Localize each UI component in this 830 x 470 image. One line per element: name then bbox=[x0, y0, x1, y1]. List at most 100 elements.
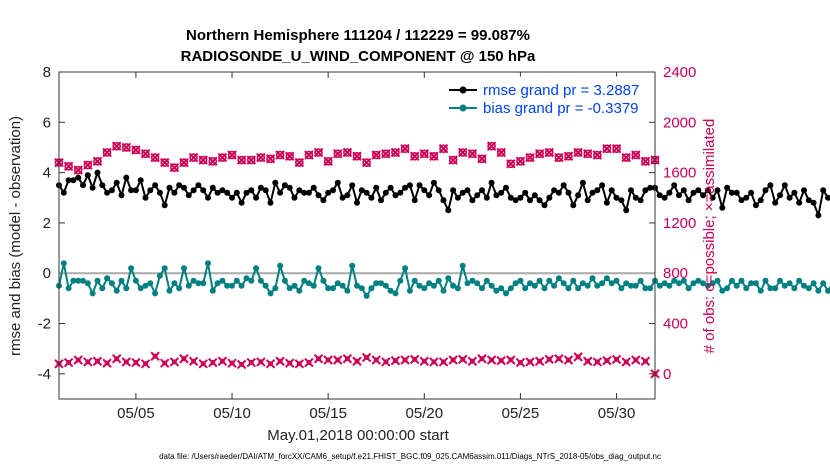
rmse-point bbox=[503, 184, 509, 191]
obs-assimilated-marker bbox=[63, 357, 74, 368]
rmse-point bbox=[137, 177, 144, 184]
rmse-point bbox=[209, 184, 216, 191]
bias-point bbox=[411, 277, 418, 284]
bias-point bbox=[666, 282, 673, 289]
rmse-point bbox=[281, 182, 288, 189]
rmse-point bbox=[132, 187, 139, 194]
rmse-point bbox=[666, 189, 673, 196]
bias-point bbox=[767, 285, 774, 292]
obs-assimilated-marker bbox=[131, 357, 141, 368]
obs-assimilated-marker bbox=[121, 357, 131, 367]
bias-point bbox=[599, 280, 606, 287]
obs-possible-marker bbox=[352, 151, 362, 161]
obs-possible-marker bbox=[563, 151, 574, 161]
bias-point bbox=[680, 277, 687, 284]
obs-possible-marker bbox=[390, 147, 401, 158]
bias-point bbox=[368, 285, 375, 292]
bias-point bbox=[80, 277, 86, 284]
rmse-point bbox=[310, 184, 317, 191]
bias-point bbox=[512, 280, 519, 287]
obs-possible-marker bbox=[285, 151, 295, 161]
obs-possible-marker bbox=[188, 152, 199, 163]
bias-point bbox=[531, 282, 538, 289]
left-y-tick-label: 0 bbox=[43, 265, 51, 282]
obs-assimilated-marker bbox=[544, 354, 554, 365]
bias-point bbox=[579, 280, 586, 287]
left-y-tick-label: -4 bbox=[38, 366, 51, 383]
right-axis-label: # of obs: o=possible; ×=assimilated bbox=[701, 119, 718, 354]
obs-possible-marker bbox=[573, 147, 583, 158]
bias-point bbox=[796, 277, 803, 284]
obs-possible-marker bbox=[217, 152, 228, 163]
bias-point bbox=[810, 280, 817, 287]
rmse-point bbox=[579, 179, 586, 186]
legend-rmse-label: rmse grand pr = 3.2887 bbox=[483, 82, 639, 99]
obs-assimilated-marker bbox=[602, 355, 612, 366]
rmse-point bbox=[637, 197, 644, 204]
bias-point bbox=[474, 280, 481, 287]
rmse-point bbox=[512, 197, 519, 204]
obs-assimilated-marker bbox=[179, 354, 189, 364]
bias-point bbox=[642, 285, 649, 292]
rmse-point bbox=[632, 194, 639, 201]
bias-point bbox=[142, 282, 149, 289]
bias-point bbox=[560, 280, 567, 287]
plot-area bbox=[59, 72, 655, 399]
rmse-point bbox=[152, 182, 159, 189]
bias-point bbox=[584, 282, 591, 289]
obs-possible-marker bbox=[102, 147, 112, 158]
rmse-point bbox=[123, 174, 130, 181]
bias-point bbox=[363, 292, 370, 299]
rmse-point bbox=[743, 194, 750, 201]
obs-possible-marker bbox=[381, 149, 391, 159]
obs-possible-marker bbox=[121, 142, 131, 153]
bias-point bbox=[661, 280, 668, 287]
obs-possible-marker bbox=[525, 152, 535, 163]
bias-point bbox=[777, 277, 783, 284]
rmse-point bbox=[200, 187, 207, 194]
obs-assimilated-marker bbox=[83, 357, 93, 367]
rmse-point bbox=[483, 194, 490, 201]
bias-point bbox=[551, 282, 558, 289]
obs-assimilated-marker bbox=[381, 357, 391, 367]
left-y-tick-label: 2 bbox=[43, 215, 51, 232]
bias-point bbox=[570, 277, 577, 284]
obs-assimilated-marker bbox=[371, 355, 381, 365]
rmse-point bbox=[805, 197, 812, 204]
obs-assimilated-marker bbox=[631, 355, 641, 365]
obs-assimilated-marker bbox=[265, 359, 276, 369]
obs-possible-marker bbox=[111, 141, 122, 151]
rmse-point bbox=[224, 189, 231, 196]
obs-possible-marker bbox=[534, 149, 545, 159]
rmse-point bbox=[522, 189, 529, 196]
rmse-point bbox=[570, 202, 577, 209]
rmse-point bbox=[257, 184, 264, 191]
rmse-point bbox=[762, 187, 769, 194]
bias-point bbox=[118, 277, 125, 284]
rmse-point bbox=[613, 194, 620, 201]
rmse-point bbox=[748, 189, 755, 196]
bias-point bbox=[430, 282, 437, 289]
rmse-point bbox=[108, 187, 115, 194]
rmse-point bbox=[349, 182, 356, 189]
rmse-point bbox=[99, 182, 106, 189]
bias-point bbox=[262, 282, 269, 289]
chart-title-line-2: RADIOSONDE_U_WIND_COMPONENT @ 150 hPa bbox=[181, 48, 536, 65]
obs-possible-marker bbox=[265, 154, 276, 164]
bias-point bbox=[709, 280, 716, 287]
obs-assimilated-marker bbox=[621, 357, 631, 367]
left-y-tick-label: -2 bbox=[38, 316, 51, 333]
rmse-point bbox=[618, 197, 625, 204]
rmse-point bbox=[690, 189, 697, 196]
bias-point bbox=[99, 285, 106, 292]
rmse-point bbox=[565, 189, 572, 196]
rmse-point bbox=[358, 187, 365, 194]
rmse-point bbox=[262, 187, 269, 194]
bias-point bbox=[589, 275, 596, 282]
rmse-point bbox=[498, 189, 505, 196]
rmse-point bbox=[416, 182, 423, 189]
bias-point bbox=[416, 282, 423, 289]
rmse-point bbox=[339, 194, 346, 201]
bias-point bbox=[685, 285, 692, 292]
bias-point bbox=[623, 280, 630, 287]
